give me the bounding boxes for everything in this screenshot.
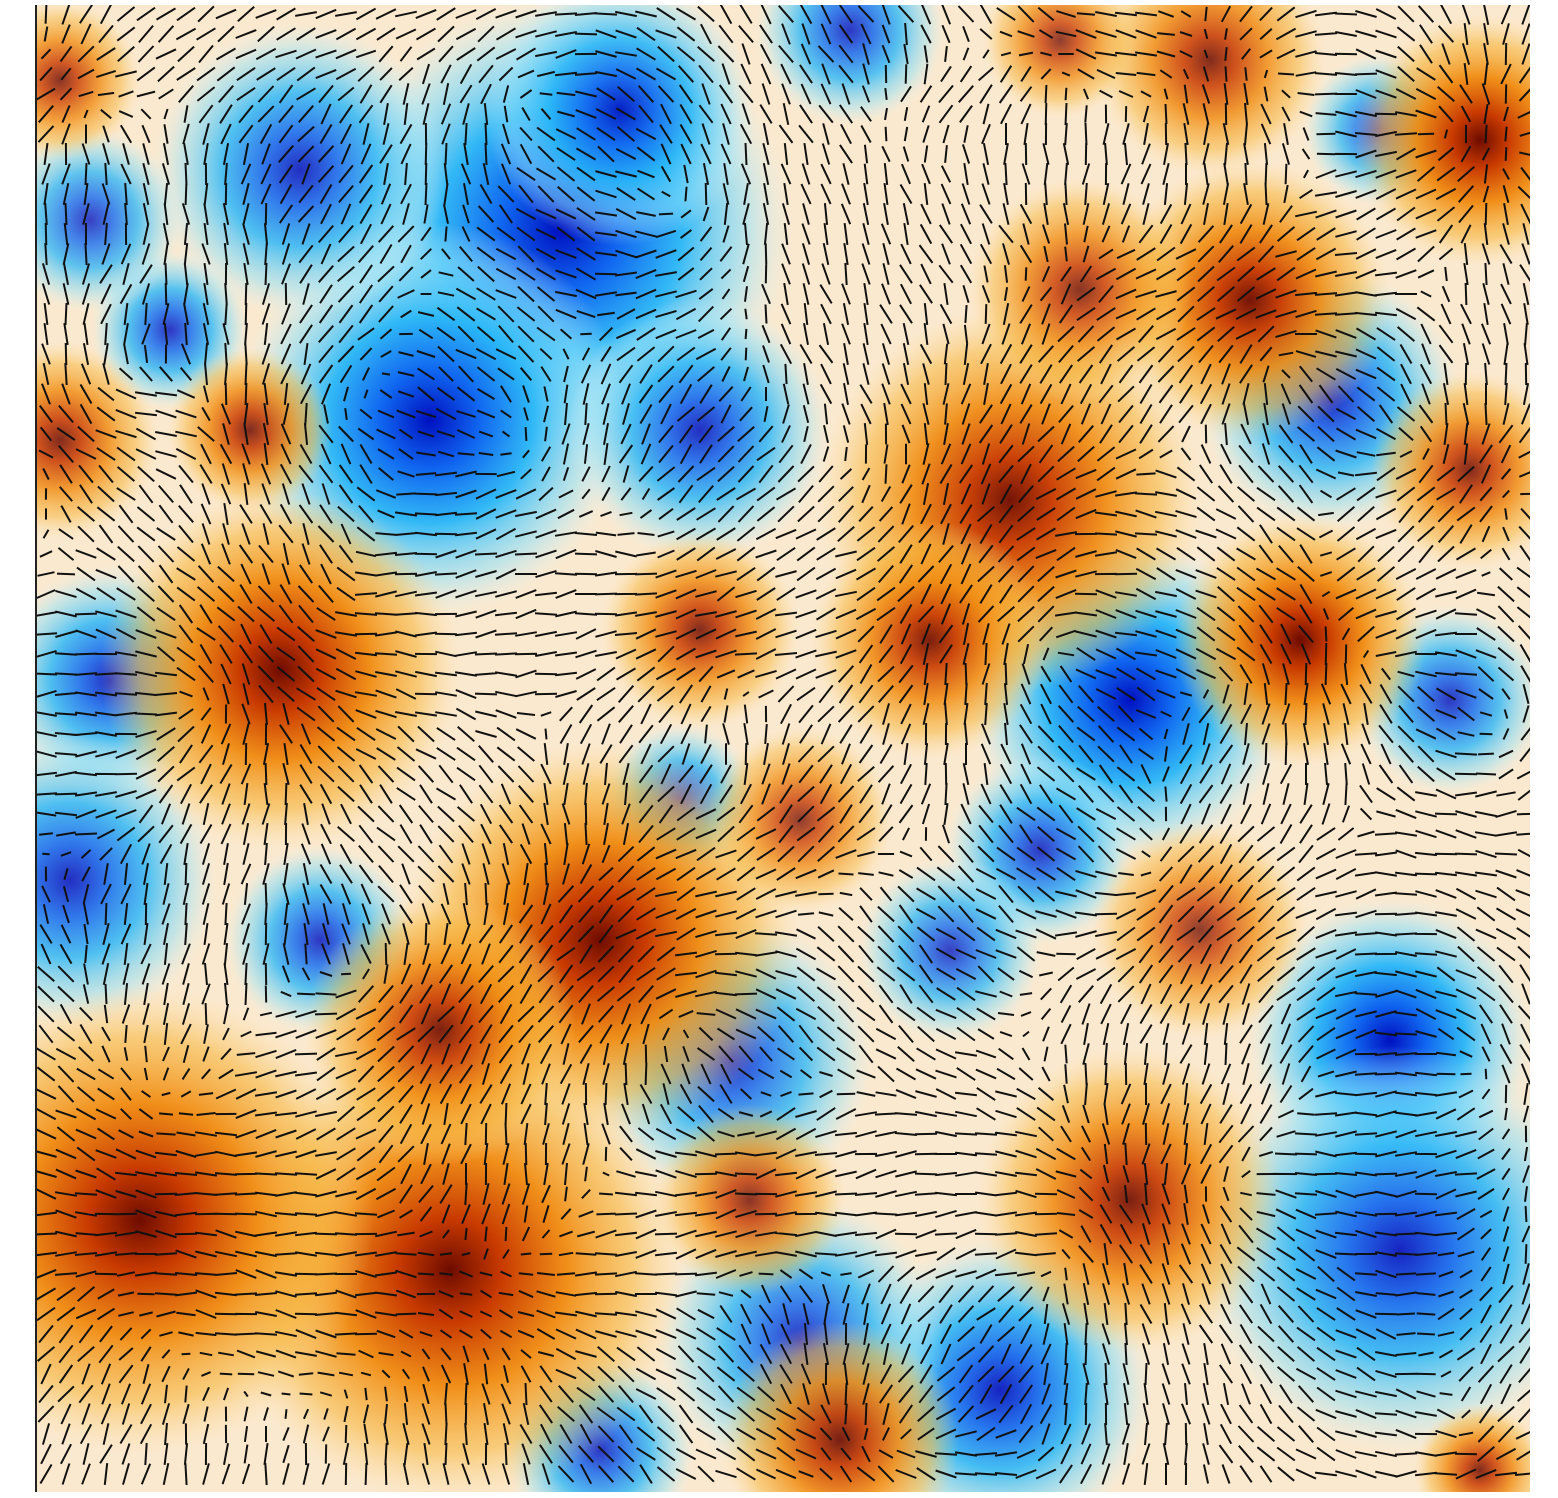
hot-spot — [167, 347, 333, 513]
hot-spot — [1414, 1404, 1530, 1492]
cold-spot — [1196, 1046, 1530, 1454]
polarization-vectors — [37, 5, 1530, 1486]
cold-spot — [568, 298, 832, 562]
hot-spot — [1091, 821, 1309, 1039]
hot-spot — [968, 178, 1192, 402]
hot-spot — [811, 521, 1049, 759]
cold-spot — [754, 5, 946, 126]
hot-spot — [304, 894, 576, 1166]
cold-spot — [37, 127, 183, 313]
hot-spot — [1094, 5, 1326, 176]
hot-spot — [601, 531, 799, 729]
hot-spot — [37, 341, 159, 539]
cold-spot — [484, 5, 756, 246]
hot-spot — [37, 986, 374, 1454]
polarization-layer — [37, 5, 1530, 1486]
